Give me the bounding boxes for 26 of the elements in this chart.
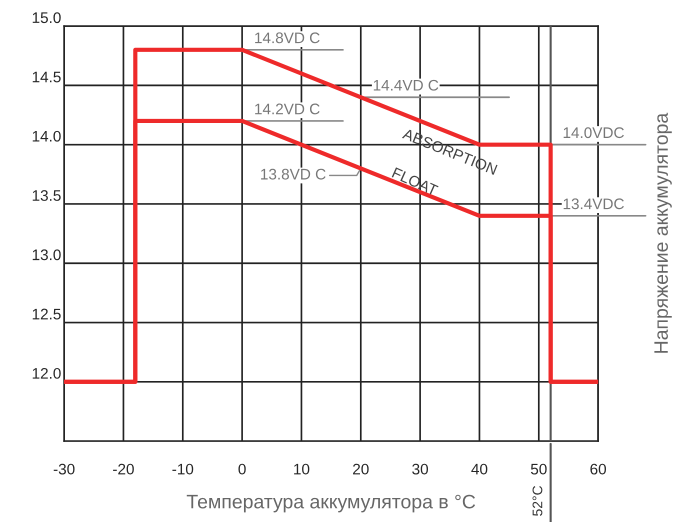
y-tick-label: 13.0 <box>32 249 61 260</box>
x-tick-label: 60 <box>590 464 606 475</box>
ref-line-label: 52°C <box>532 486 542 516</box>
x-tick-label: -20 <box>113 464 134 475</box>
y-tick-label: 14.0 <box>32 130 61 142</box>
x-axis-title: Температура аккумулятора в °C <box>186 494 476 512</box>
x-tick-label: 40 <box>471 464 488 475</box>
y-axis-title: Напряжение аккумулятора <box>654 112 672 353</box>
x-tick-label: -10 <box>172 464 194 475</box>
x-tick-label: 50 <box>530 464 547 475</box>
y-tick-label: 12.0 <box>32 368 61 379</box>
x-tick-label: -30 <box>54 464 75 475</box>
y-tick-label: 14.5 <box>32 72 61 82</box>
x-tick-label: 20 <box>353 464 369 475</box>
annotation: 14.2VD C <box>255 104 320 114</box>
y-tick-label: 15.0 <box>32 12 61 24</box>
annotation: 14.0VDC <box>564 127 624 138</box>
y-tick-label: 12.5 <box>32 308 61 320</box>
annotation: 14.8VD C <box>255 32 320 44</box>
annotation: 14.4VD C <box>374 80 438 91</box>
y-tick-label: 13.5 <box>32 190 61 201</box>
x-tick-label: 10 <box>294 464 310 475</box>
annotation: 13.8VD C <box>261 168 326 180</box>
x-tick-label: 30 <box>412 464 428 475</box>
x-tick-label: 0 <box>238 464 246 475</box>
annotation: 13.4VDC <box>564 198 624 210</box>
